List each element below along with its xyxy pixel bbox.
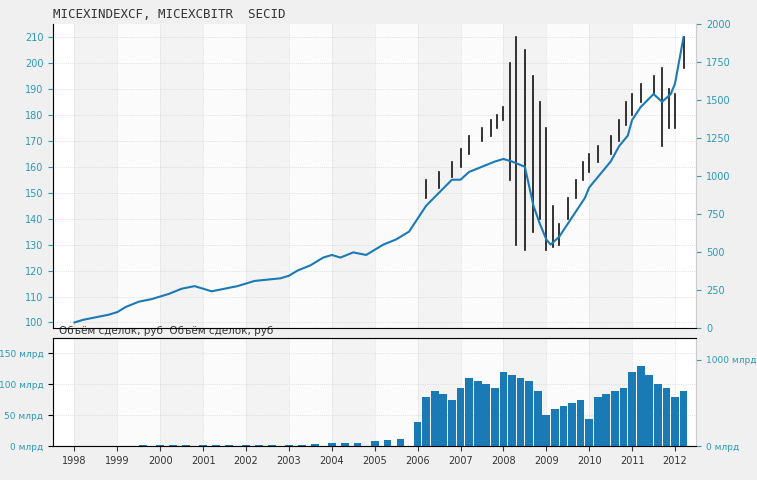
Bar [332, 24, 375, 328]
Bar [503, 24, 547, 328]
Bar [611, 391, 618, 446]
Bar [589, 24, 632, 328]
Bar [117, 338, 160, 446]
Bar [585, 419, 593, 446]
Bar [474, 381, 481, 446]
Bar [225, 445, 232, 446]
Bar [371, 442, 378, 446]
Bar [199, 445, 207, 446]
Bar [589, 338, 632, 446]
Bar [569, 403, 576, 446]
Bar [418, 24, 460, 328]
Bar [508, 375, 516, 446]
Bar [246, 24, 289, 328]
Bar [525, 381, 533, 446]
Bar [418, 338, 460, 446]
Bar [534, 391, 541, 446]
Bar [654, 384, 662, 446]
Bar [646, 375, 653, 446]
Bar [74, 24, 117, 328]
Bar [328, 444, 335, 446]
Bar [551, 409, 559, 446]
Bar [354, 443, 361, 446]
Text: Объём сделок, руб  Объём сделок, руб: Объём сделок, руб Объём сделок, руб [59, 326, 274, 336]
Bar [74, 338, 117, 446]
Bar [632, 24, 675, 328]
Bar [460, 338, 503, 446]
Bar [460, 24, 503, 328]
Bar [466, 378, 473, 446]
Bar [298, 444, 306, 446]
Bar [603, 394, 610, 446]
Bar [559, 406, 567, 446]
Bar [637, 366, 644, 446]
Bar [285, 444, 293, 446]
Bar [671, 397, 679, 446]
Bar [117, 24, 160, 328]
Bar [547, 24, 589, 328]
Bar [203, 338, 246, 446]
Bar [414, 421, 422, 446]
Bar [341, 444, 348, 446]
Bar [255, 445, 263, 446]
Bar [431, 391, 438, 446]
Bar [311, 444, 319, 446]
Bar [268, 444, 276, 446]
Bar [182, 445, 190, 446]
Bar [384, 440, 391, 446]
Bar [491, 387, 499, 446]
Bar [440, 394, 447, 446]
Bar [680, 391, 687, 446]
Bar [448, 400, 456, 446]
Bar [375, 24, 418, 328]
Bar [456, 387, 464, 446]
Bar [577, 400, 584, 446]
Bar [547, 338, 589, 446]
Bar [332, 338, 375, 446]
Bar [620, 387, 628, 446]
Bar [203, 24, 246, 328]
Bar [375, 338, 418, 446]
Bar [170, 445, 177, 446]
Bar [160, 24, 203, 328]
Bar [289, 24, 332, 328]
Bar [212, 445, 220, 446]
Bar [517, 378, 525, 446]
Bar [632, 338, 675, 446]
Bar [397, 439, 404, 446]
Bar [246, 338, 289, 446]
Bar [482, 384, 490, 446]
Bar [157, 445, 164, 446]
Bar [289, 338, 332, 446]
Bar [160, 338, 203, 446]
Bar [503, 338, 547, 446]
Bar [543, 415, 550, 446]
Bar [242, 445, 250, 446]
Bar [662, 387, 670, 446]
Bar [139, 445, 147, 446]
Bar [422, 397, 430, 446]
Bar [500, 372, 507, 446]
Bar [628, 372, 636, 446]
Bar [594, 397, 602, 446]
Text: MICEXINDEXCF, MICEXCBITR  SECID: MICEXINDEXCF, MICEXCBITR SECID [53, 9, 285, 22]
